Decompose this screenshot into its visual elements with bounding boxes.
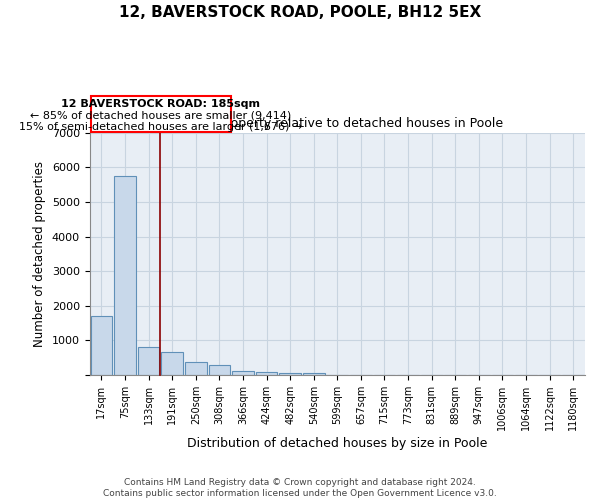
Bar — [114, 176, 136, 375]
Text: ← 85% of detached houses are smaller (9,414): ← 85% of detached houses are smaller (9,… — [31, 111, 292, 121]
Text: 12, BAVERSTOCK ROAD, POOLE, BH12 5EX: 12, BAVERSTOCK ROAD, POOLE, BH12 5EX — [119, 5, 481, 20]
Bar — [256, 372, 277, 375]
Bar — [279, 373, 301, 375]
Y-axis label: Number of detached properties: Number of detached properties — [33, 161, 46, 347]
Bar — [161, 352, 183, 375]
Bar — [91, 316, 112, 375]
Bar — [209, 365, 230, 375]
X-axis label: Distribution of detached houses by size in Poole: Distribution of detached houses by size … — [187, 437, 488, 450]
Text: Contains HM Land Registry data © Crown copyright and database right 2024.
Contai: Contains HM Land Registry data © Crown c… — [103, 478, 497, 498]
Bar — [303, 374, 325, 375]
Title: Size of property relative to detached houses in Poole: Size of property relative to detached ho… — [172, 117, 503, 130]
Bar — [232, 370, 254, 375]
Text: 12 BAVERSTOCK ROAD: 185sqm: 12 BAVERSTOCK ROAD: 185sqm — [61, 100, 260, 110]
Text: 15% of semi-detached houses are larger (1,676) →: 15% of semi-detached houses are larger (… — [19, 122, 302, 132]
Bar — [138, 347, 160, 375]
Bar — [185, 362, 206, 375]
FancyBboxPatch shape — [91, 96, 231, 132]
